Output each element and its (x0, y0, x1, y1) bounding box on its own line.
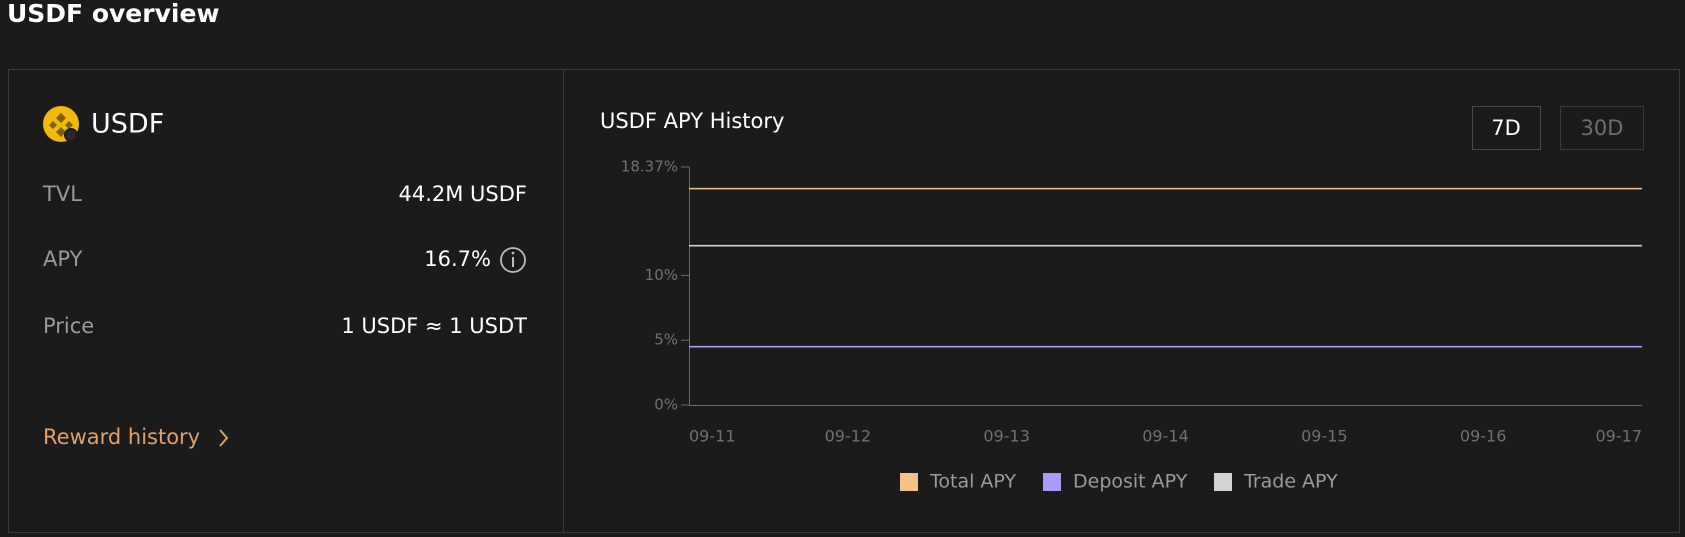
stat-label: Price (43, 314, 94, 338)
legend-swatch (1214, 473, 1232, 491)
stat-label: TVL (42, 182, 82, 206)
panel (8, 69, 1680, 533)
stat-value: 44.2M USDF (398, 182, 527, 206)
chevron (219, 429, 229, 447)
stat-value: 16.7% (424, 247, 491, 271)
y-tick-label: 18.37% (621, 158, 678, 176)
button-frame[interactable] (1560, 106, 1644, 150)
y-tick-label: 10% (645, 266, 678, 284)
x-tick-label: 09-12 (825, 427, 872, 446)
chart-title: USDF APY History (600, 109, 784, 133)
legend-label: Deposit APY (1073, 471, 1188, 493)
stat-value: 1 USDF ≈ 1 USDT (341, 314, 527, 338)
legend-label: Trade APY (1243, 471, 1338, 493)
range-button[interactable]: 7D (1472, 106, 1541, 150)
coin-icon (43, 106, 79, 142)
legend-label: Total APY (929, 471, 1016, 493)
page-title: USDF overview (7, 0, 220, 28)
info-icon[interactable] (500, 247, 526, 273)
x-tick-label: 09-16 (1460, 427, 1507, 446)
asset-name: USDF (91, 109, 164, 140)
x-tick-label: 09-17 (1596, 427, 1643, 446)
chart: 0% 5% 10% 18.37% 09-11 09-12 09-13 09-14 09-15 09… (621, 158, 1642, 493)
legend-swatch (1043, 473, 1061, 491)
x-tick-label: 09-14 (1142, 427, 1189, 446)
x-tick-label: 09-13 (983, 427, 1030, 446)
button-label[interactable]: 30D (1581, 116, 1624, 140)
range-button[interactable]: 30D (1560, 106, 1644, 150)
link-text[interactable]: Reward history (43, 425, 200, 449)
stat-label: APY (43, 247, 83, 271)
y-tick-label: 0% (654, 396, 678, 414)
reward-history-link[interactable]: Reward history (43, 425, 229, 449)
x-tick-label: 09-15 (1301, 427, 1348, 446)
button-label[interactable]: 7D (1491, 116, 1521, 140)
legend-swatch (900, 473, 918, 491)
y-tick-label: 5% (654, 331, 678, 349)
button-frame[interactable] (1472, 106, 1541, 150)
x-tick-label: 09-11 (689, 427, 736, 446)
